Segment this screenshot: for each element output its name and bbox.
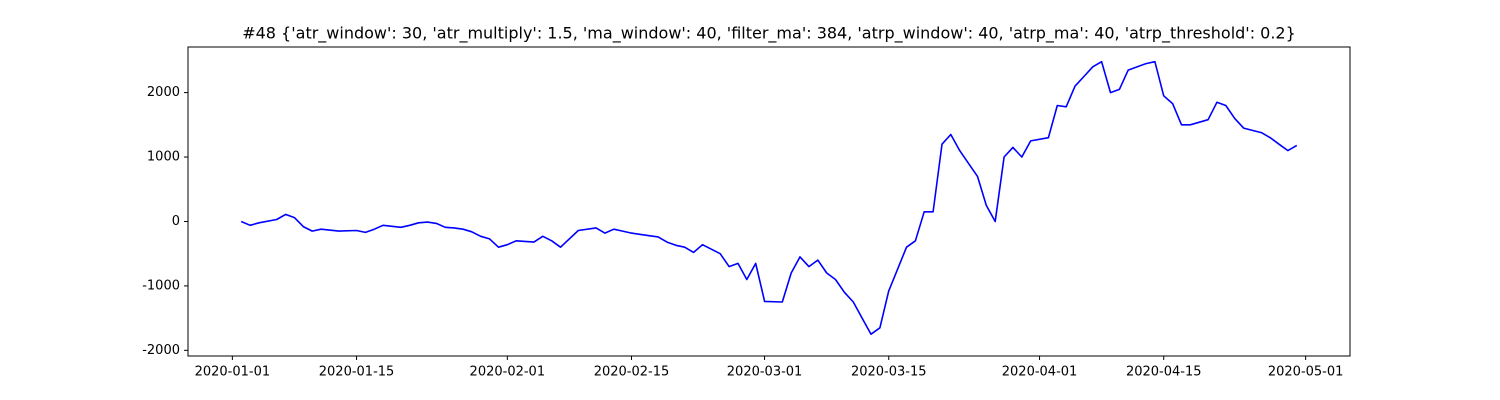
- x-tick-label: 2020-01-15: [319, 365, 395, 380]
- x-tick-label: 2020-04-01: [1002, 365, 1078, 380]
- x-tick-label: 2020-03-15: [851, 365, 927, 380]
- plot-frame: [187, 46, 1351, 357]
- chart-title: #48 {'atr_window': 30, 'atr_multiply': 1…: [242, 24, 1296, 44]
- y-tick-label: 1000: [147, 150, 180, 165]
- x-tick-label: 2020-02-01: [470, 365, 546, 380]
- y-tick-label: -1000: [142, 278, 180, 293]
- x-tick-label: 2020-05-01: [1268, 365, 1344, 380]
- y-tick-label: 2000: [147, 85, 180, 100]
- x-tick-label: 2020-03-01: [727, 365, 803, 380]
- x-tick-label: 2020-04-15: [1126, 365, 1202, 380]
- y-tick-label: 0: [172, 214, 180, 229]
- y-tick-label: -2000: [142, 343, 180, 358]
- line-series: [240, 60, 1298, 335]
- x-tick-label: 2020-01-01: [195, 365, 271, 380]
- x-tick-label: 2020-02-15: [594, 365, 670, 380]
